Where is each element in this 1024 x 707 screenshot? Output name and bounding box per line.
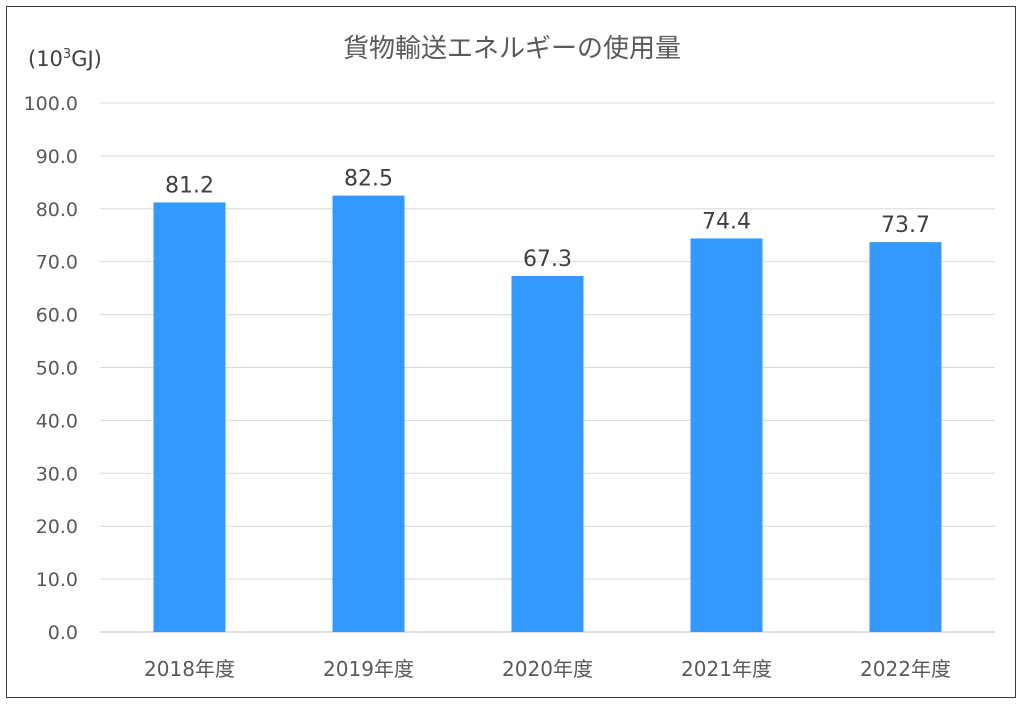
bar (511, 275, 584, 632)
data-label: 67.3 (523, 247, 572, 272)
data-label: 74.4 (702, 209, 751, 234)
y-tick-label: 50.0 (36, 358, 78, 380)
y-tick-label: 20.0 (36, 516, 78, 538)
data-labels: 81.2 82.5 67.3 74.4 73.7 (165, 167, 930, 272)
y-unit-exponent: 3 (63, 47, 71, 62)
x-category-label: 2018年度 (144, 657, 235, 681)
y-tick-label: 90.0 (36, 146, 78, 168)
x-category-label: 2022年度 (860, 657, 951, 681)
data-label: 82.5 (344, 167, 393, 192)
x-category-label: 2019年度 (323, 657, 414, 681)
bar (869, 242, 942, 632)
y-unit-suffix: GJ) (71, 47, 102, 71)
y-tick-label: 40.0 (36, 410, 78, 432)
x-category-label: 2020年度 (502, 657, 593, 681)
y-unit-prefix: (10 (28, 47, 63, 71)
y-tick-label: 0.0 (48, 622, 78, 644)
y-axis-ticks: 0.0 10.0 20.0 30.0 40.0 50.0 60.0 70.0 80.0 90.0 1… (24, 93, 78, 644)
y-tick-label: 100.0 (24, 93, 78, 115)
y-tick-label: 70.0 (36, 252, 78, 274)
x-category-label: 2021年度 (681, 657, 772, 681)
bar (332, 195, 405, 632)
y-tick-label: 10.0 (36, 569, 78, 591)
bar (153, 202, 226, 632)
x-axis-categories: 2018年度 2019年度 2020年度 2021年度 2022年度 (144, 657, 951, 681)
y-tick-label: 80.0 (36, 199, 78, 221)
bar (690, 238, 763, 632)
y-tick-label: 30.0 (36, 463, 78, 485)
y-tick-label: 60.0 (36, 305, 78, 327)
bars (153, 195, 942, 632)
data-label: 73.7 (881, 213, 930, 238)
y-unit-label: (103GJ) (28, 47, 102, 71)
gridlines (100, 102, 995, 633)
data-label: 81.2 (165, 173, 214, 198)
chart-title: 貨物輸送エネルギーの使用量 (343, 34, 681, 64)
